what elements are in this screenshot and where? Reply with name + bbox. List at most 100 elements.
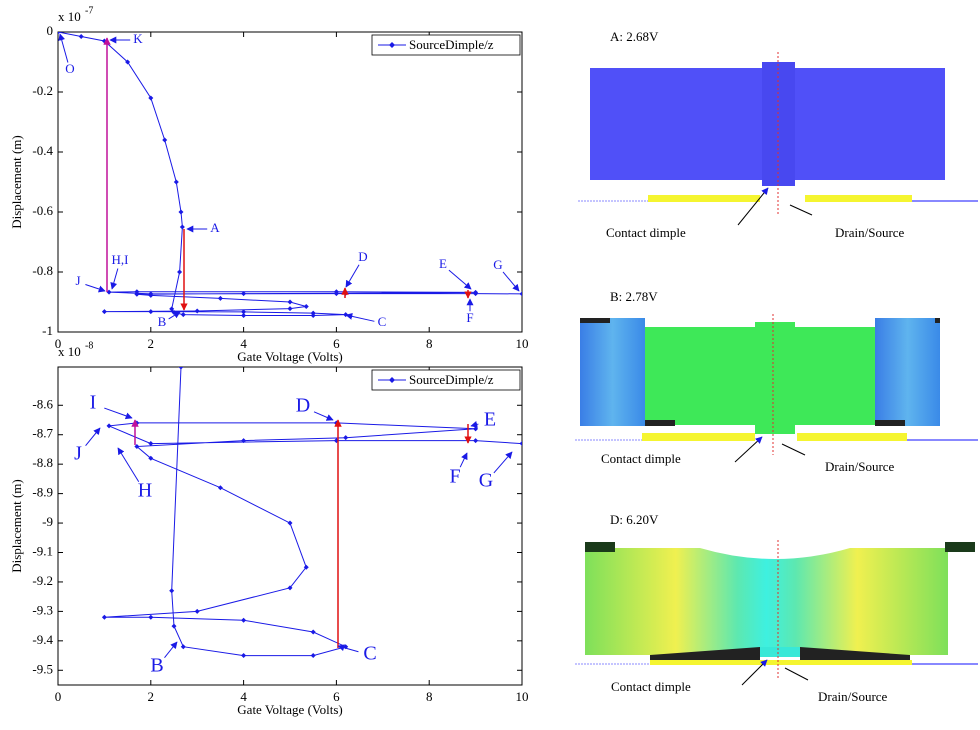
data-point (162, 138, 167, 143)
data-point (288, 521, 293, 526)
data-point (177, 270, 182, 275)
pointer (790, 205, 812, 215)
data-point (311, 653, 316, 658)
data-point (195, 309, 200, 314)
data-point (304, 304, 309, 309)
beam (580, 318, 645, 426)
data-point (169, 588, 174, 593)
annotation-arrow (346, 265, 359, 287)
annotation-arrow (449, 270, 471, 289)
annotation: G (479, 470, 493, 492)
pointer (785, 668, 808, 680)
annotation-arrow (85, 284, 105, 291)
data-point (218, 485, 223, 490)
multiplier-base: x 10 (58, 344, 81, 359)
y-tick-label: -0.2 (32, 83, 53, 98)
electrode (642, 433, 755, 441)
beam (875, 318, 940, 426)
label: Drain/Source (818, 689, 888, 704)
annotation: C (363, 643, 376, 665)
annotation: E (484, 409, 496, 431)
data-point (218, 296, 223, 301)
legend-label: SourceDimple/z (409, 372, 494, 387)
annotation: O (65, 61, 74, 76)
y-tick-label: -9.4 (32, 632, 53, 647)
electrode (805, 195, 912, 202)
y-tick-label: -0.8 (32, 263, 53, 278)
y-tick-label: -0.6 (32, 203, 53, 218)
data-point (148, 309, 153, 314)
y-axis-label: Displacement (m) (9, 479, 24, 573)
data-point (343, 312, 348, 317)
data-point (473, 426, 478, 431)
y-tick-label: -9.1 (32, 543, 53, 558)
electrode (648, 195, 760, 202)
annotation-arrow (164, 642, 177, 658)
y-tick-label: -1 (42, 323, 53, 338)
y-tick-label: 0 (47, 23, 54, 38)
annotation: G (493, 257, 502, 272)
data-point (311, 630, 316, 635)
annotation-arrow (104, 408, 132, 418)
label: Drain/Source (835, 225, 905, 240)
annotation: K (133, 31, 143, 46)
y-axis-label: Displacement (m) (9, 135, 24, 229)
label: Drain/Source (825, 459, 895, 474)
pointer (738, 188, 768, 225)
annotation-arrow (314, 412, 333, 420)
data-point (473, 438, 478, 443)
annotation: E (439, 256, 447, 271)
annotation: F (449, 466, 460, 488)
data-point (172, 624, 177, 629)
anchor (580, 318, 610, 323)
y-tick-label: -9.5 (32, 661, 53, 676)
x-tick-label: 8 (426, 336, 433, 351)
label: Contact dimple (606, 225, 686, 240)
data-point (520, 441, 525, 446)
multiplier-exponent: -8 (85, 340, 93, 351)
y-tick-label: -9.2 (32, 573, 53, 588)
data-point (241, 618, 246, 623)
annotation: J (74, 443, 82, 465)
x-tick-label: 10 (516, 689, 529, 704)
annotation-arrow (503, 272, 519, 291)
annotation-arrow (112, 268, 118, 289)
data-point (102, 309, 107, 314)
x-tick-label: 2 (148, 336, 155, 351)
anchor (645, 420, 675, 426)
plot-area (102, 365, 525, 659)
annotation: J (75, 273, 80, 288)
x-axis-label: Gate Voltage (Volts) (237, 702, 342, 717)
multiplier-base: x 10 (58, 9, 81, 24)
dimple (755, 322, 795, 434)
annotation: F (466, 310, 473, 325)
beam (585, 548, 948, 655)
data-point (178, 210, 183, 215)
y-tick-label: -8.7 (32, 426, 53, 441)
axes-box (58, 32, 522, 332)
dimple (760, 647, 800, 657)
annotation-arrow (118, 448, 139, 482)
x-tick-label: 10 (516, 336, 529, 351)
anchor (875, 420, 905, 426)
data-point (178, 365, 183, 370)
x-tick-label: 2 (148, 689, 155, 704)
annotation-arrow (460, 453, 467, 467)
label: Contact dimple (611, 679, 691, 694)
data-point (180, 225, 185, 230)
panel-title: B: 2.78V (610, 289, 658, 304)
x-tick-label: 0 (55, 689, 62, 704)
data-point (107, 423, 112, 428)
annotation-arrow (338, 646, 358, 652)
data-point (288, 306, 293, 311)
chart: 0246810-9.5-9.4-9.3-9.2-9.1-9-8.9-8.8-8.… (9, 340, 529, 717)
panel-a: A: 2.68V Contact dimple Drain/Source (578, 29, 978, 240)
data-point (288, 300, 293, 305)
data-point (520, 291, 525, 296)
annotation-arrow (346, 315, 374, 321)
y-tick-label: -8.6 (32, 396, 53, 411)
axes-box (58, 367, 522, 685)
annotation: H,I (112, 252, 129, 267)
annotation-arrow (60, 34, 68, 62)
